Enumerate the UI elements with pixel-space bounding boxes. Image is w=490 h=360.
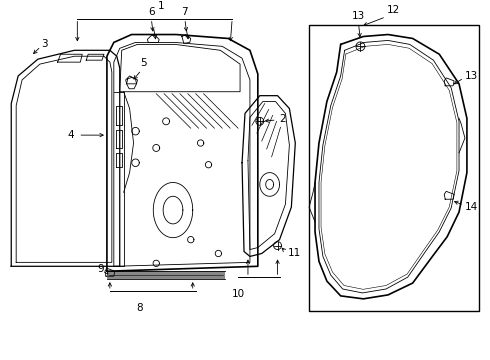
Text: 6: 6 xyxy=(148,7,155,17)
Text: 2: 2 xyxy=(266,114,286,124)
Text: 9: 9 xyxy=(98,264,104,274)
Text: 3: 3 xyxy=(42,39,48,49)
Text: 13: 13 xyxy=(465,71,478,81)
Text: 14: 14 xyxy=(465,202,478,212)
Text: 12: 12 xyxy=(386,5,399,15)
Bar xyxy=(309,24,479,311)
Text: 11: 11 xyxy=(288,248,301,258)
Text: 8: 8 xyxy=(136,303,143,313)
Text: 5: 5 xyxy=(140,58,147,68)
Text: 10: 10 xyxy=(232,289,245,299)
Text: 1: 1 xyxy=(158,1,165,11)
Polygon shape xyxy=(107,271,225,279)
Text: 7: 7 xyxy=(181,7,188,17)
Text: 13: 13 xyxy=(352,11,365,21)
Text: 4: 4 xyxy=(68,130,74,140)
